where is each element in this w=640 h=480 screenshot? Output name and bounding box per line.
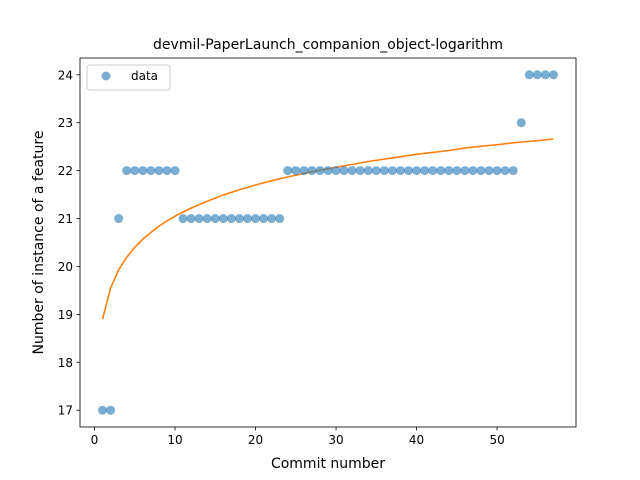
plot-frame [79,57,577,428]
x-tick-label: 40 [409,433,424,447]
fit-line [101,138,554,320]
y-tick-label: 20 [58,260,73,274]
data-point [420,166,430,176]
data-point [154,166,164,176]
data-point [540,70,550,80]
data-point [234,214,244,224]
data-point [323,166,333,176]
legend: data [86,64,171,91]
data-point [130,166,140,176]
data-point [267,214,277,224]
data-point [516,118,526,128]
legend-label: data [131,69,158,83]
data-point [387,166,397,176]
data-point [299,166,309,176]
data-points-layer [98,70,558,415]
data-point [194,214,204,224]
data-point [186,214,196,224]
data-point [452,166,462,176]
data-point [315,166,325,176]
y-tick-label: 23 [58,116,73,130]
data-point [98,405,108,415]
data-point [508,166,518,176]
y-tick-label: 24 [58,68,73,82]
data-point [500,166,510,176]
data-point [404,166,414,176]
data-point [363,166,373,176]
data-point [162,166,172,176]
data-point [492,166,502,176]
data-point [476,166,486,176]
y-tick-label: 22 [58,164,73,178]
fit-line-layer [101,138,554,320]
data-point [355,166,365,176]
data-point [412,166,422,176]
y-tick-label: 19 [58,308,73,322]
data-point [291,166,301,176]
data-point [226,214,236,224]
data-point [138,166,148,176]
data-point [259,214,269,224]
data-point [218,214,228,224]
data-point [428,166,438,176]
data-point [307,166,317,176]
x-tick-label: 30 [328,433,343,447]
data-point [460,166,470,176]
data-point [371,166,381,176]
data-point [114,214,124,224]
data-point [395,166,405,176]
y-axis-ticks: 17 18 19 20 21 22 23 24 [58,68,80,418]
data-point [444,166,454,176]
data-point [283,166,293,176]
data-point [524,70,534,80]
y-tick-label: 18 [58,356,73,370]
x-axis-ticks: 0 10 20 30 40 50 [91,427,505,447]
data-point [436,166,446,176]
data-point [210,214,220,224]
data-point [202,214,212,224]
y-tick-label: 17 [58,404,73,418]
plot-area [80,58,576,427]
x-tick-label: 50 [489,433,504,447]
data-point [339,166,349,176]
x-tick-label: 0 [91,433,99,447]
chart-title: devmil-PaperLaunch_companion_object-loga… [153,37,503,53]
data-point [548,70,558,80]
data-point [251,214,261,224]
data-point [242,214,252,224]
data-point [106,405,116,415]
x-tick-label: 10 [167,433,182,447]
data-point [331,166,341,176]
data-point [122,166,132,176]
data-point [347,166,357,176]
data-point [170,166,180,176]
legend-box [86,64,171,91]
data-point [484,166,494,176]
y-tick-label: 21 [58,212,73,226]
x-axis-label: Commit number [271,456,385,472]
data-point [275,214,285,224]
y-axis-label: Number of instance of a feature [31,131,47,355]
legend-marker [101,71,111,81]
data-point [146,166,156,176]
data-point [532,70,542,80]
data-point [468,166,478,176]
data-point [178,214,188,224]
x-tick-label: 20 [248,433,263,447]
data-point [379,166,389,176]
